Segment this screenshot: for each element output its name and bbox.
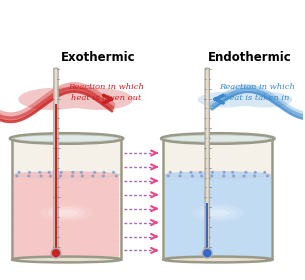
Circle shape xyxy=(28,175,30,177)
Ellipse shape xyxy=(55,209,78,216)
FancyBboxPatch shape xyxy=(205,68,209,249)
Circle shape xyxy=(203,248,212,258)
Circle shape xyxy=(72,175,74,177)
Ellipse shape xyxy=(163,256,272,262)
Bar xyxy=(12,139,121,260)
Circle shape xyxy=(201,175,203,177)
Ellipse shape xyxy=(12,256,121,262)
Polygon shape xyxy=(18,88,133,110)
Circle shape xyxy=(243,175,245,177)
Circle shape xyxy=(72,171,74,173)
Ellipse shape xyxy=(191,204,244,221)
Circle shape xyxy=(39,171,41,173)
Circle shape xyxy=(212,171,213,173)
Bar xyxy=(163,139,272,260)
Circle shape xyxy=(169,171,171,173)
Circle shape xyxy=(233,175,235,177)
Ellipse shape xyxy=(161,133,274,144)
Circle shape xyxy=(180,171,182,173)
Circle shape xyxy=(92,175,94,177)
Circle shape xyxy=(267,175,268,177)
Bar xyxy=(55,104,57,248)
Ellipse shape xyxy=(10,133,123,144)
Circle shape xyxy=(103,171,105,173)
Ellipse shape xyxy=(165,135,271,142)
Circle shape xyxy=(199,171,201,173)
Ellipse shape xyxy=(14,172,120,178)
Circle shape xyxy=(102,175,104,177)
Circle shape xyxy=(49,175,51,177)
Ellipse shape xyxy=(199,207,237,219)
Circle shape xyxy=(94,171,95,173)
Circle shape xyxy=(113,171,114,173)
Circle shape xyxy=(223,175,225,177)
Circle shape xyxy=(223,171,225,173)
Ellipse shape xyxy=(165,172,271,178)
Circle shape xyxy=(59,175,61,177)
Ellipse shape xyxy=(40,204,93,221)
Circle shape xyxy=(115,175,117,177)
Circle shape xyxy=(18,171,20,173)
Circle shape xyxy=(81,171,82,173)
Circle shape xyxy=(51,248,61,258)
Circle shape xyxy=(254,171,256,173)
Text: Exothermic: Exothermic xyxy=(61,51,136,64)
Text: Reaction in which
heat is given out: Reaction in which heat is given out xyxy=(68,83,144,102)
Text: Endothermic: Endothermic xyxy=(208,51,292,64)
Circle shape xyxy=(190,171,192,173)
Circle shape xyxy=(192,175,193,177)
Ellipse shape xyxy=(206,209,229,216)
Circle shape xyxy=(211,175,213,177)
Circle shape xyxy=(48,171,50,173)
Circle shape xyxy=(60,171,62,173)
Polygon shape xyxy=(14,175,120,260)
Bar xyxy=(206,203,208,248)
Circle shape xyxy=(40,175,42,177)
Ellipse shape xyxy=(14,135,120,142)
Circle shape xyxy=(245,171,247,173)
Circle shape xyxy=(264,171,266,173)
Polygon shape xyxy=(165,175,271,260)
Circle shape xyxy=(167,175,169,177)
Circle shape xyxy=(232,171,234,173)
FancyBboxPatch shape xyxy=(54,68,58,249)
Circle shape xyxy=(254,175,256,177)
Circle shape xyxy=(179,175,181,177)
Circle shape xyxy=(16,175,18,177)
Text: Reaction in which
heat is taken in: Reaction in which heat is taken in xyxy=(219,83,295,102)
Ellipse shape xyxy=(48,207,85,219)
Circle shape xyxy=(29,171,31,173)
Polygon shape xyxy=(198,92,292,108)
Circle shape xyxy=(81,175,83,177)
